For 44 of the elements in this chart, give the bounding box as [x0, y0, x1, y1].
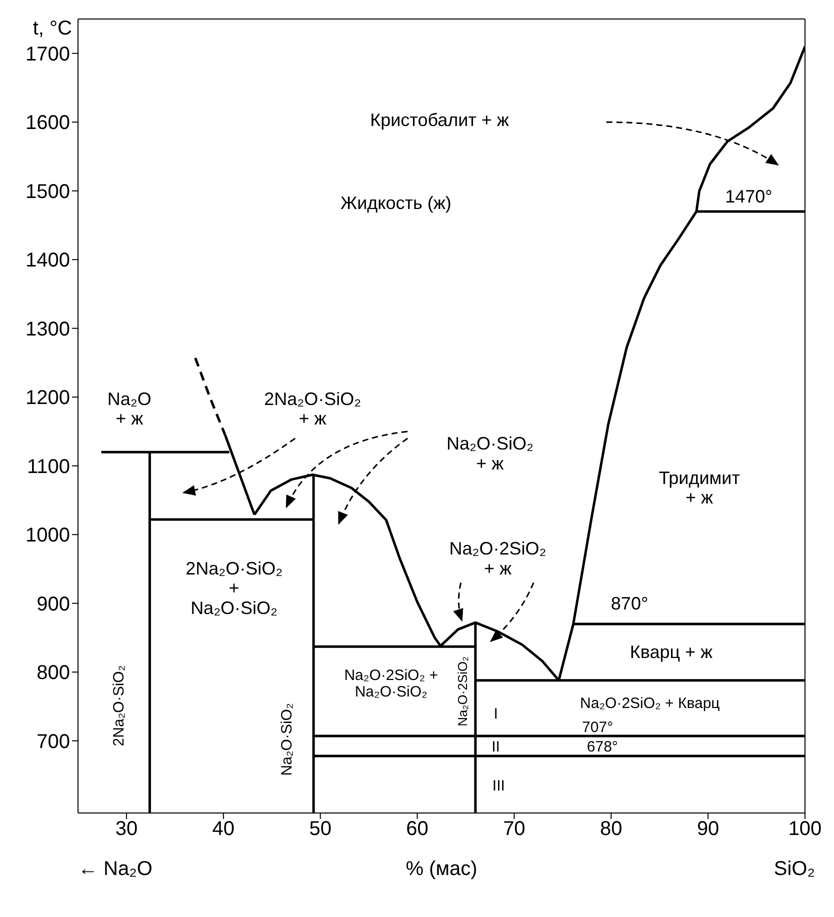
- annotation: II: [492, 738, 500, 755]
- x-axis-title: % (мас): [406, 858, 478, 880]
- x-tick-label: 90: [696, 818, 720, 840]
- annotation: Кварц + ж: [630, 642, 713, 662]
- x-tick-label: 80: [600, 818, 622, 840]
- annotation: Na₂O·2SiO₂ + ж: [449, 538, 546, 579]
- y-tick-label: 800: [36, 662, 70, 684]
- x-tick-label: 50: [309, 818, 332, 840]
- text: ← Na₂O: [78, 858, 152, 880]
- y-tick-label: 1600: [26, 112, 70, 134]
- text: SiO₂: [774, 858, 815, 880]
- annotation: I: [494, 704, 498, 722]
- x-tick-label: 70: [503, 818, 526, 840]
- x-tick-label: 100: [788, 818, 822, 840]
- y-axis-title: t, °C: [32, 18, 72, 40]
- annotation: Na₂O·2SiO₂ + Na₂O·SiO₂: [344, 666, 438, 700]
- y-tick-label: 1100: [26, 456, 70, 478]
- annotation: Na₂O·2SiO₂: [454, 656, 470, 726]
- annotation: III: [492, 777, 505, 794]
- x-tick-label: 60: [406, 818, 428, 840]
- annotation: 1470°: [725, 186, 772, 206]
- annotation: Na₂O·SiO₂: [278, 703, 295, 776]
- x-tick-label: 40: [212, 818, 235, 840]
- annotation: Na₂O·SiO₂ + ж: [446, 434, 534, 474]
- y-tick-label: 1700: [26, 43, 70, 66]
- annotation: Жидкость (ж): [340, 193, 452, 214]
- annotation: Na₂O + ж: [107, 388, 152, 429]
- y-tick-label: 1200: [26, 387, 70, 410]
- annotation: Тридимит + ж: [658, 468, 740, 508]
- annotation: 678°: [586, 738, 618, 755]
- y-tick-label: 900: [36, 593, 70, 616]
- y-tick-label: 1400: [26, 250, 70, 272]
- annotation: Кристобалит + ж: [370, 110, 509, 130]
- x-tick-label: 30: [115, 818, 138, 840]
- y-tick-label: 1500: [26, 180, 70, 203]
- annotation: 870°: [610, 593, 648, 614]
- annotation: 2Na₂O·SiO₂ + ж: [264, 388, 362, 429]
- annotation: Na₂O·2SiO₂ + Кварц: [580, 694, 720, 712]
- annotation: 2Na₂O·SiO₂ + Na₂O·SiO₂: [186, 558, 283, 618]
- annotation: 2Na₂O·SiO₂: [110, 665, 128, 746]
- y-tick-label: 1000: [26, 524, 70, 547]
- y-tick-label: 700: [36, 730, 70, 753]
- annotation: 707°: [582, 718, 614, 736]
- y-tick-label: 1300: [26, 318, 70, 340]
